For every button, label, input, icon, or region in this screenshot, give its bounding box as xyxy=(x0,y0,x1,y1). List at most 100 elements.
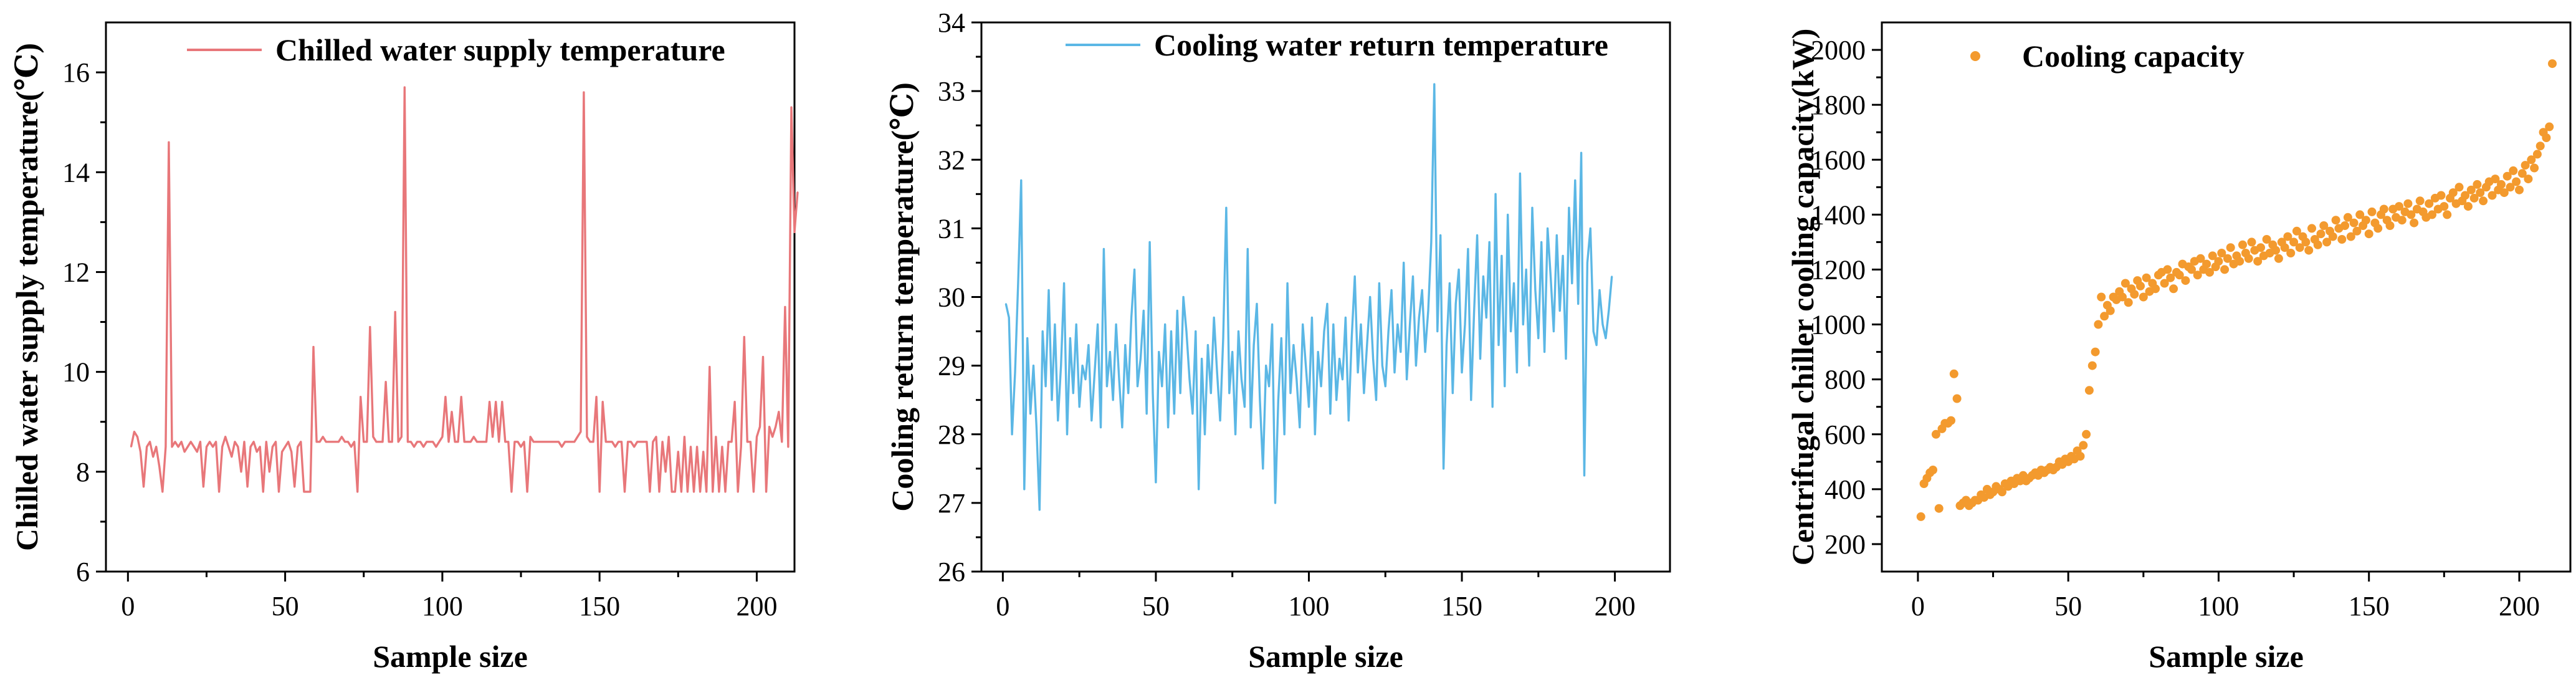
data-point xyxy=(2517,169,2527,178)
data-point xyxy=(1317,351,1319,353)
data-point xyxy=(2274,254,2283,263)
data-point xyxy=(246,486,249,487)
data-point xyxy=(1124,344,1127,346)
data-point xyxy=(413,446,415,448)
data-point xyxy=(1522,323,1524,325)
data-point xyxy=(1482,276,1484,277)
data-point xyxy=(2316,229,2326,239)
data-point xyxy=(1231,351,1233,353)
data-point xyxy=(1559,310,1561,312)
data-point xyxy=(482,441,484,443)
data-point xyxy=(1553,330,1555,332)
data-point xyxy=(1455,303,1457,305)
data-point xyxy=(747,441,748,443)
data-point xyxy=(2454,183,2464,192)
data-point xyxy=(1039,509,1041,511)
data-point xyxy=(341,436,343,438)
data-point xyxy=(2407,210,2416,219)
data-point xyxy=(570,441,572,443)
data-point xyxy=(1329,413,1332,414)
data-point xyxy=(1385,385,1386,387)
data-point xyxy=(1375,399,1377,401)
data-point xyxy=(1133,269,1135,271)
data-point xyxy=(793,231,796,233)
data-point xyxy=(1611,276,1613,277)
data-point xyxy=(1605,337,1607,339)
data-point xyxy=(2521,161,2530,170)
data-point xyxy=(1234,433,1236,435)
data-point xyxy=(1571,282,1573,284)
y-tick-label: 10 xyxy=(62,357,90,388)
data-point xyxy=(2084,386,2094,395)
data-point xyxy=(2120,279,2130,288)
data-point xyxy=(2509,166,2518,175)
data-point xyxy=(2506,183,2515,192)
series-line xyxy=(130,86,799,493)
data-point xyxy=(1295,378,1297,380)
data-point xyxy=(1931,429,1940,439)
data-point xyxy=(1244,406,1246,408)
data-point xyxy=(2542,133,2551,142)
data-point xyxy=(1084,378,1087,380)
data-point xyxy=(583,91,585,93)
data-point xyxy=(416,441,418,443)
y-tick-label: 1200 xyxy=(1811,254,1866,285)
data-point xyxy=(2262,235,2271,244)
data-point xyxy=(1308,406,1310,408)
data-point xyxy=(1051,399,1053,401)
data-point xyxy=(1393,371,1396,373)
data-point xyxy=(498,441,500,443)
data-point xyxy=(1256,303,1258,305)
data-point xyxy=(1247,248,1249,250)
data-point xyxy=(366,441,368,443)
data-point xyxy=(750,441,751,443)
data-point xyxy=(1439,234,1441,236)
data-point xyxy=(1011,433,1013,435)
y-tick-label: 800 xyxy=(1825,365,1866,395)
x-tick-label: 200 xyxy=(736,591,777,621)
data-point xyxy=(1268,385,1270,387)
data-point xyxy=(1201,358,1203,360)
legend-label: Cooling capacity xyxy=(2022,39,2244,74)
y-axis-title: Chilled water supply temperature(℃) xyxy=(9,43,44,551)
data-point xyxy=(165,446,167,448)
data-point xyxy=(1934,504,1944,513)
data-point xyxy=(1601,323,1604,325)
y-tick-label: 31 xyxy=(938,213,965,244)
data-point xyxy=(1094,371,1095,373)
data-point xyxy=(1042,330,1044,332)
data-point xyxy=(2139,292,2148,302)
data-point xyxy=(269,471,270,472)
data-point xyxy=(2331,216,2340,225)
x-tick-label: 0 xyxy=(121,591,135,621)
data-point xyxy=(586,436,588,438)
data-point xyxy=(1519,173,1521,175)
data-point xyxy=(2142,273,2151,282)
data-point xyxy=(407,441,409,443)
data-point xyxy=(293,486,295,487)
data-point xyxy=(733,401,736,403)
data-point xyxy=(1140,358,1142,360)
data-point xyxy=(523,441,525,443)
data-point xyxy=(391,441,393,443)
x-axis-title: Sample size xyxy=(373,639,528,674)
data-point xyxy=(1225,207,1228,209)
data-point xyxy=(146,446,148,448)
data-point xyxy=(2087,361,2097,370)
data-point xyxy=(398,441,399,443)
data-point xyxy=(1457,269,1460,271)
data-point xyxy=(2235,257,2244,266)
data-point xyxy=(447,441,450,443)
data-point xyxy=(401,436,403,438)
data-point xyxy=(2515,185,2524,194)
data-point xyxy=(473,436,475,438)
y-tick-label: 30 xyxy=(938,282,965,313)
data-point xyxy=(495,401,497,403)
data-point xyxy=(1378,282,1380,284)
data-point xyxy=(1060,365,1062,367)
data-point xyxy=(671,491,673,493)
data-point xyxy=(2343,213,2352,222)
data-point xyxy=(2082,429,2091,439)
data-point xyxy=(209,441,211,443)
y-tick-label: 200 xyxy=(1825,529,1866,560)
